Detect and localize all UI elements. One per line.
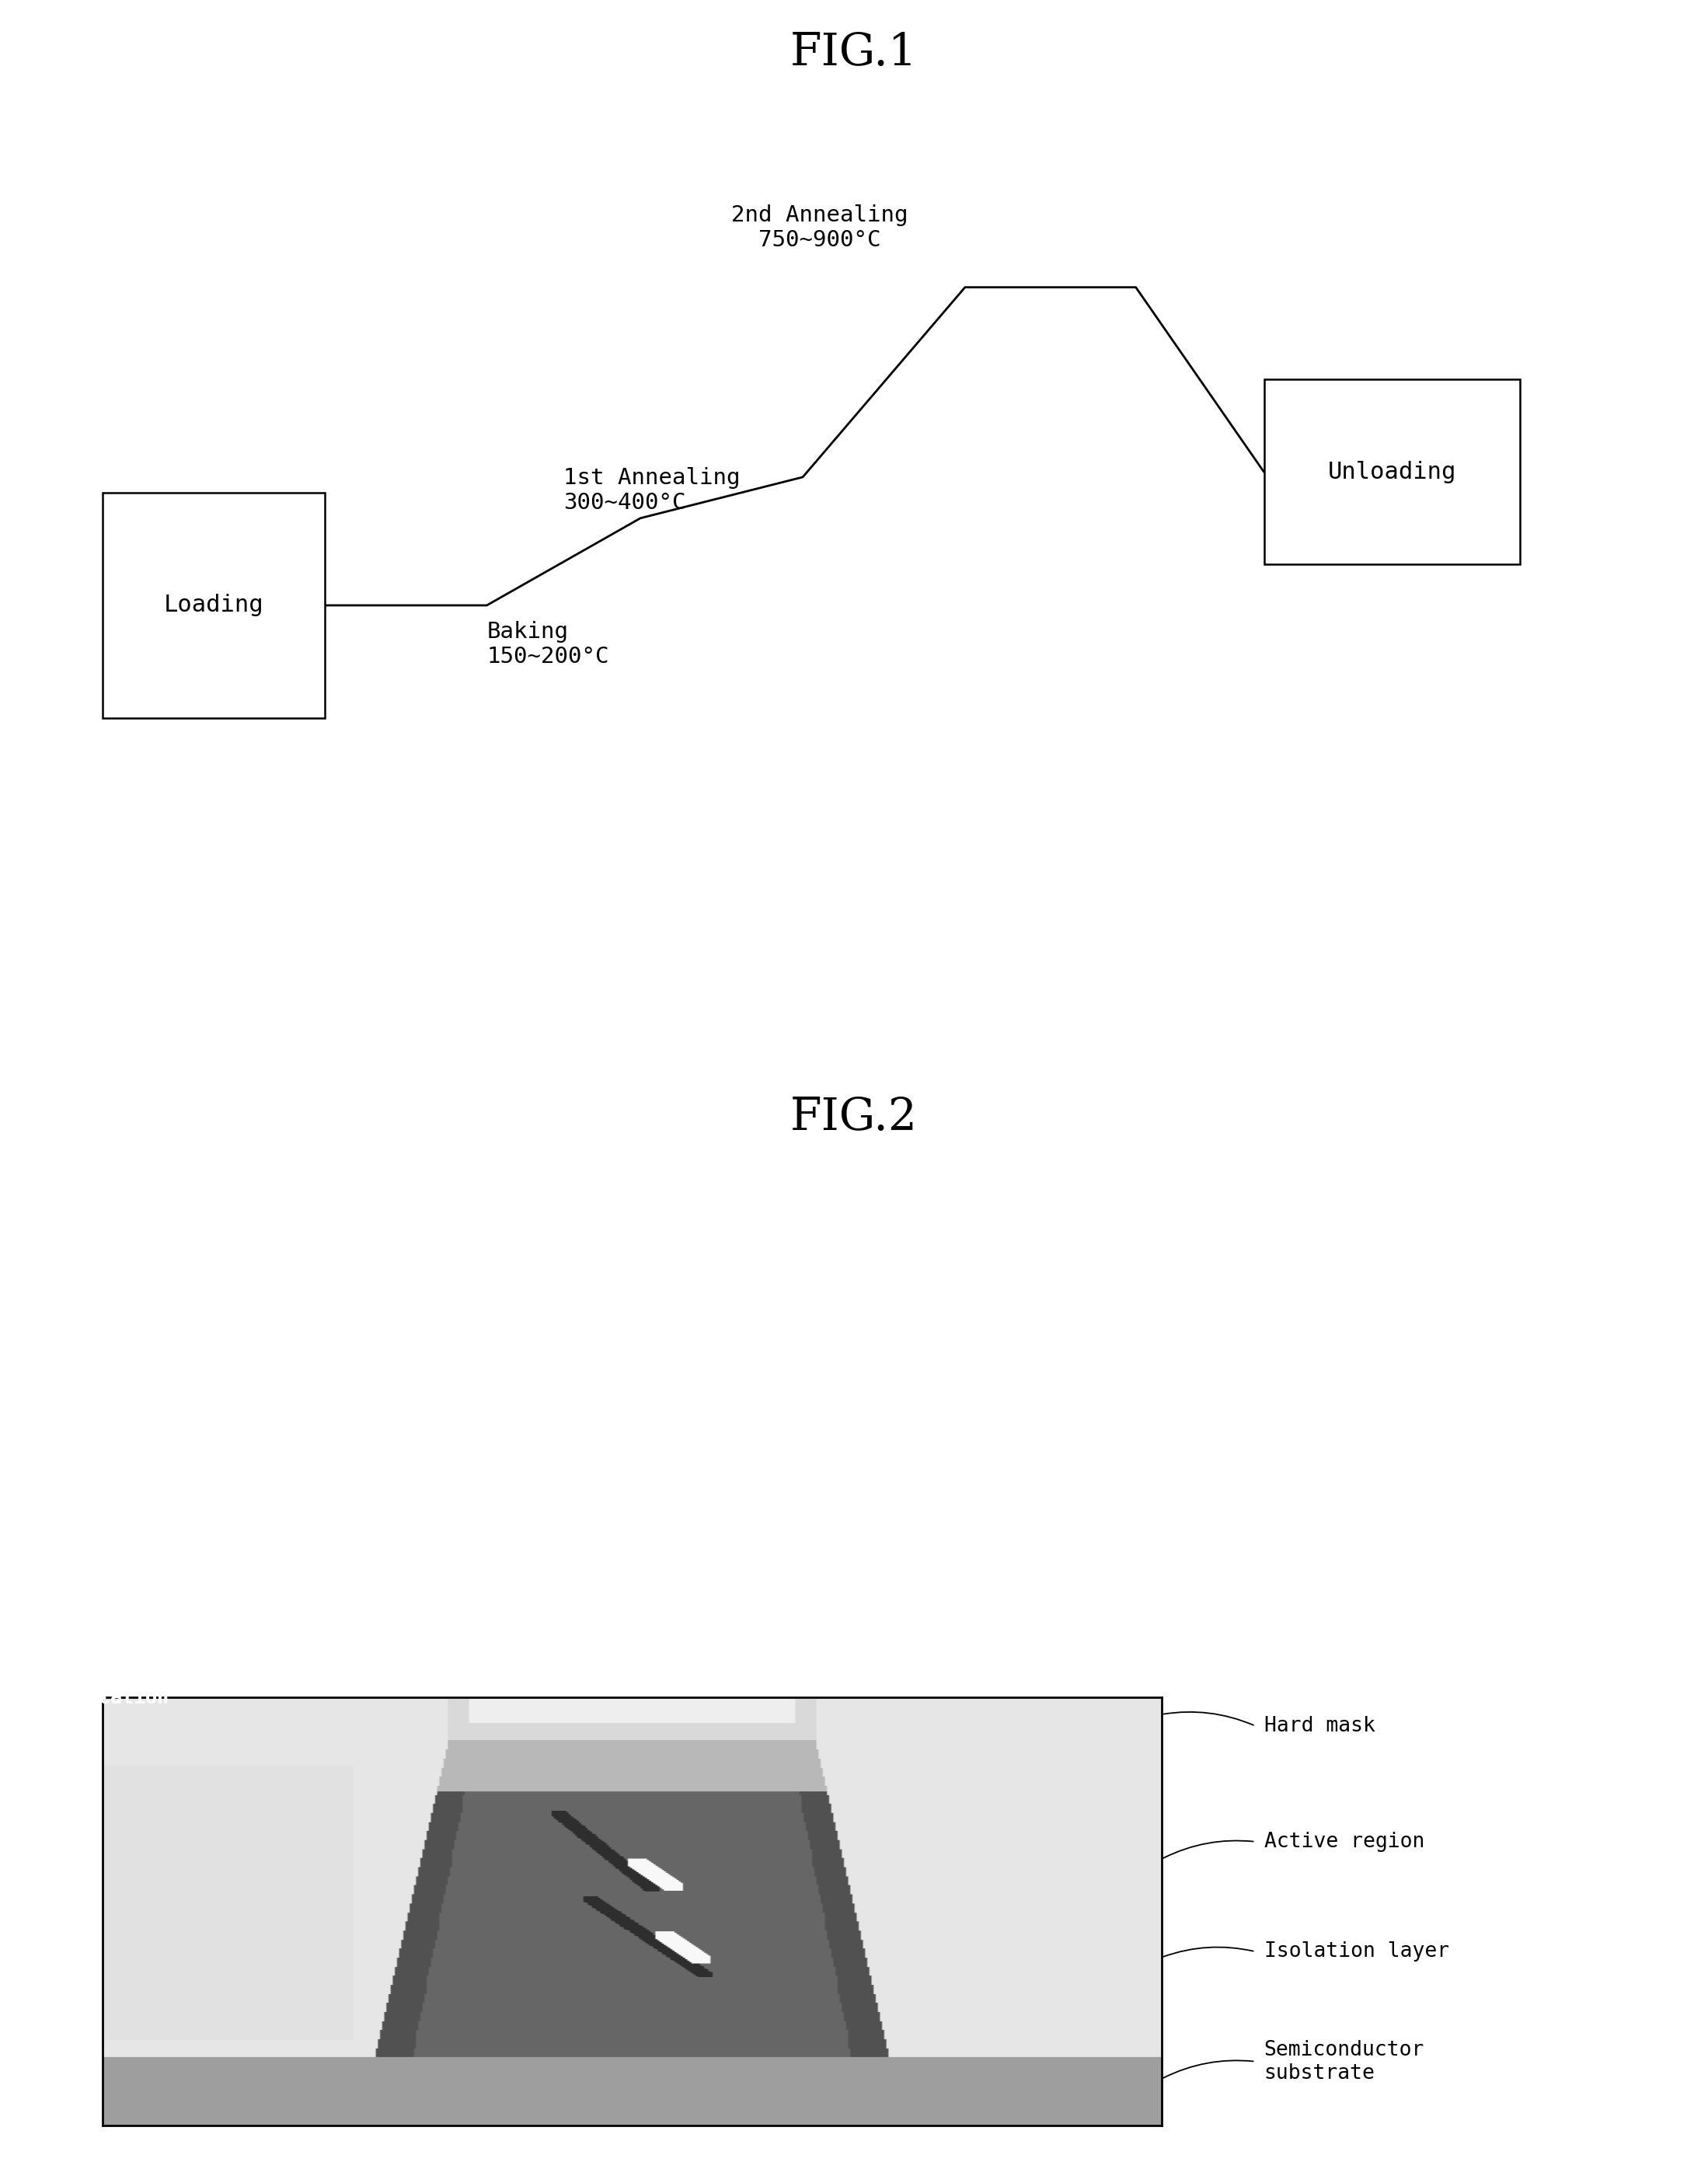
- Text: FIG.1: FIG.1: [791, 31, 917, 74]
- Text: Active region: Active region: [1264, 1832, 1424, 1851]
- Text: Loading: Loading: [164, 594, 263, 616]
- Text: Baking
150~200°C: Baking 150~200°C: [487, 620, 610, 668]
- Bar: [1264, 380, 1520, 563]
- Text: Semiconductor
substrate: Semiconductor substrate: [1264, 2039, 1424, 2083]
- Text: Dislocation: Dislocation: [41, 1687, 169, 1707]
- Text: 1st Annealing
300~400°C: 1st Annealing 300~400°C: [564, 467, 741, 513]
- Text: Isolation layer: Isolation layer: [1264, 1941, 1448, 1963]
- Bar: [102, 493, 325, 718]
- Text: Unloading: Unloading: [1327, 461, 1457, 482]
- Text: Dislocation: Dislocation: [41, 1690, 169, 1707]
- Text: Hard mask: Hard mask: [1264, 1716, 1375, 1735]
- Text: FIG.2: FIG.2: [791, 1096, 917, 1140]
- Text: 2nd Annealing
750~900°C: 2nd Annealing 750~900°C: [731, 205, 909, 251]
